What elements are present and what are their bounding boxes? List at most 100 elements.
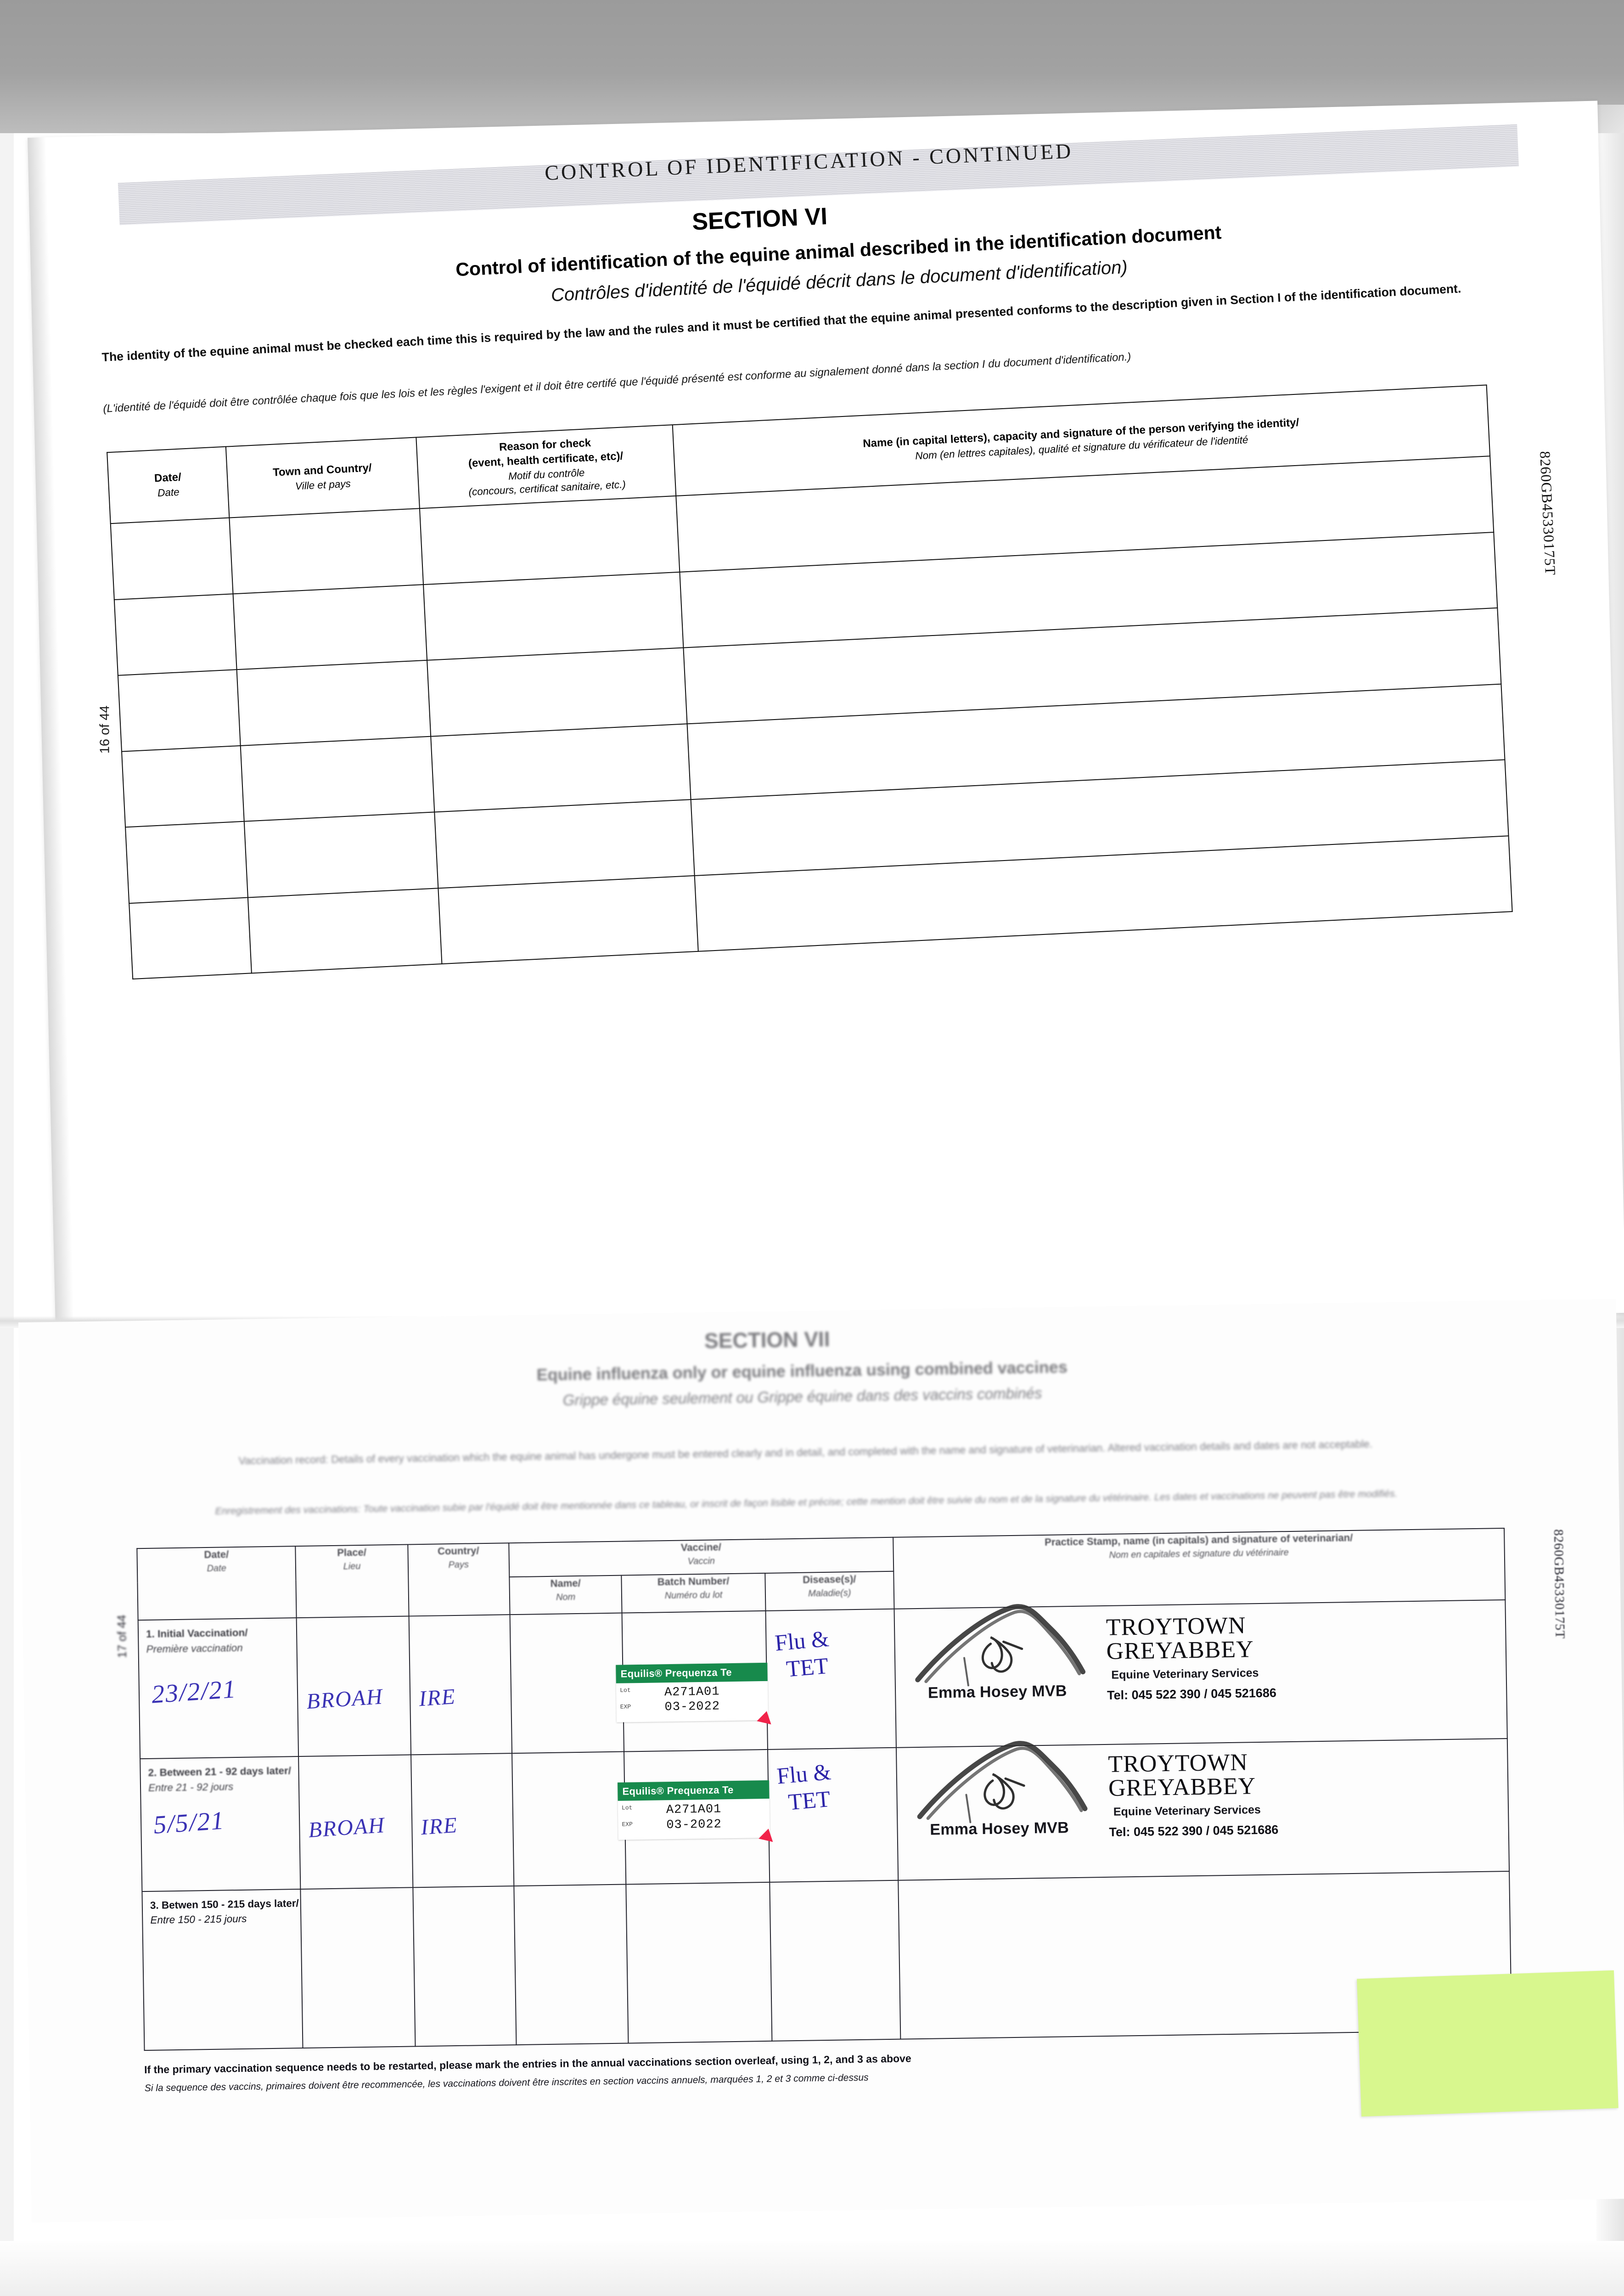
handwritten-disease-2a: Flu & (775, 1759, 832, 1789)
cell-date[interactable] (125, 821, 248, 903)
handwritten-place-1: BROAH (306, 1684, 384, 1714)
cell-town[interactable] (247, 888, 442, 974)
col-header-country: Country/ Pays (407, 1543, 510, 1616)
section-vii-title-en: Equine influenza only or equine influenz… (536, 1357, 1068, 1384)
scan-bottom-margin (0, 2241, 1624, 2296)
col-header-date-fr: Date (207, 1563, 226, 1574)
col-header-place-fr: Lieu (343, 1561, 361, 1572)
col-header-place: Place/ Lieu (295, 1544, 409, 1618)
row-label-3: 3. Betwen 150 - 215 days later/ Entre 15… (142, 1890, 301, 1928)
col-header-vname-fr: Nom (556, 1592, 576, 1603)
cell-country[interactable]: IRE (410, 1753, 514, 1888)
practice-brand-line1-1: TROYTOWN (1106, 1612, 1246, 1641)
cell-batch[interactable]: Equilis® Prequenza Te Lot EXP A271A01 03… (616, 1610, 774, 1752)
table-row[interactable]: 3. Betwen 150 - 215 days later/ Entre 15… (142, 1871, 1512, 2051)
col-header-batch-en: Batch Number/ (657, 1575, 730, 1588)
cell-practice-stamp[interactable]: Emma Hosey MVB TROYTOWN GREYABBEY Equine… (896, 1739, 1510, 1880)
cell-country[interactable] (412, 1885, 517, 2047)
lot-label-2: Lot (621, 1804, 633, 1812)
cell-place[interactable]: BROAH (298, 1755, 413, 1889)
exp-value-2: 03-2022 (666, 1818, 722, 1832)
cell-disease[interactable] (770, 1880, 901, 2041)
section-vii-label: SECTION VII (704, 1327, 830, 1353)
vaccine-sticker-2: Equilis® Prequenza Te Lot EXP A271A01 03… (618, 1780, 776, 1842)
section-vii-title-fr: Grippe équine seulement ou Grippe équine… (562, 1384, 1042, 1409)
passport-id-vertical: 8260GB45330175T (1537, 450, 1559, 576)
cell-date[interactable] (118, 670, 241, 752)
sticky-note[interactable] (1357, 1970, 1618, 2117)
practice-tel-1: Tel: 045 522 390 / 045 521686 (1107, 1686, 1277, 1702)
cell-date[interactable]: 2. Between 21 - 92 days later/ Entre 21 … (140, 1756, 301, 1891)
cell-batch[interactable]: Equilis® Prequenza Te Lot EXP A271A01 03… (618, 1750, 776, 1885)
cell-reason[interactable] (430, 723, 691, 812)
cell-date[interactable] (110, 518, 233, 600)
cell-disease[interactable]: Flu & TET (767, 1748, 899, 1882)
cell-town[interactable] (233, 584, 427, 670)
identification-control-table: Date/ Date Town and Country/ Ville et pa… (107, 384, 1513, 979)
cell-date[interactable]: 3. Betwen 150 - 215 days later/ Entre 15… (142, 1889, 303, 2051)
row-label-2-fr: Entre 21 - 92 jours (148, 1781, 234, 1794)
signature-2 (917, 1741, 1088, 1823)
practice-stamp-2: Emma Hosey MVB TROYTOWN GREYABBEY Equine… (910, 1741, 1279, 1859)
cell-town[interactable] (236, 660, 431, 746)
handwritten-country-2: IRE (420, 1813, 459, 1840)
col-header-place-en: Place/ (337, 1546, 367, 1559)
practice-subtitle-2: Equine Veterinary Services (1113, 1803, 1261, 1819)
cell-reason[interactable] (438, 875, 699, 964)
handwritten-disease-1b: TET (785, 1652, 830, 1682)
cell-town[interactable] (244, 812, 438, 898)
passport-id-vertical-page2: 8260GB45330175T (1551, 1529, 1567, 1639)
handwritten-date-1: 23/2/21 (151, 1675, 237, 1709)
handwritten-disease-2b: TET (787, 1786, 832, 1815)
col-header-batch-fr: Numéro du lot (664, 1590, 723, 1601)
vaccination-note-fr: Enregistrement des vaccinations: Toute v… (215, 1488, 1398, 1517)
vet-name-2: Emma Hosey MVB (930, 1819, 1069, 1839)
col-header-reason: Reason for check (event, health certific… (416, 425, 676, 509)
cell-date[interactable]: 1. Initial Vaccination/ Première vaccina… (138, 1618, 299, 1759)
cell-practice-stamp[interactable]: Emma Hosey MVB TROYTOWN GREYABBEY Equine… (894, 1600, 1507, 1748)
handwritten-place-2: BROAH (308, 1813, 386, 1843)
practice-brand-line2-1: GREYABBEY (1106, 1636, 1254, 1665)
exp-label-1: EXP (620, 1703, 631, 1711)
cell-vaccine-name[interactable] (512, 1751, 626, 1886)
table-row[interactable]: 1. Initial Vaccination/ Première vaccina… (138, 1600, 1507, 1759)
cell-date[interactable] (129, 897, 252, 979)
scan-left-margin (0, 133, 14, 2296)
exp-label-2: EXP (622, 1821, 633, 1828)
cell-date[interactable] (114, 593, 237, 675)
practice-brand-line1-2: TROYTOWN (1107, 1749, 1248, 1778)
row-label-3-fr: Entre 150 - 215 jours (150, 1913, 247, 1926)
cell-town[interactable] (229, 508, 423, 594)
handwritten-country-1: IRE (418, 1684, 457, 1711)
cell-place[interactable] (300, 1887, 416, 2048)
page-gutter-shadow (28, 137, 75, 1350)
vet-name-1: Emma Hosey MVB (927, 1682, 1067, 1702)
col-header-date-en: Date/ (204, 1548, 229, 1561)
col-header-town-country: Town and Country/ Ville et pays (225, 437, 420, 518)
cell-country[interactable]: IRE (409, 1615, 512, 1755)
cell-reason[interactable] (419, 495, 680, 585)
passport-page-16: CONTROL OF IDENTIFICATION - CONTINUED SE… (28, 101, 1624, 1350)
col-header-date: Date/ Date (137, 1546, 297, 1621)
col-header-practice-stamp: Practice Stamp, name (in capitals) and s… (893, 1528, 1506, 1609)
cell-reason[interactable] (427, 647, 687, 737)
col-header-disease-en: Disease(s)/ (803, 1573, 856, 1586)
cell-place[interactable]: BROAH (297, 1616, 411, 1757)
lot-label-1: Lot (620, 1687, 631, 1694)
col-header-batch: Batch Number/ Numéro du lot (621, 1573, 766, 1613)
practice-tel-2: Tel: 045 522 390 / 045 521686 (1109, 1823, 1279, 1840)
cell-town[interactable] (240, 736, 435, 822)
table-row[interactable]: 2. Between 21 - 92 days later/ Entre 21 … (140, 1739, 1510, 1891)
page-number-16: 16 of 44 (97, 705, 112, 754)
cell-date[interactable] (121, 745, 244, 827)
cell-reason[interactable] (434, 799, 695, 888)
cell-vaccine-name[interactable] (514, 1884, 629, 2045)
cell-batch[interactable] (626, 1882, 772, 2043)
row-label-1-en: 1. Initial Vaccination/ (146, 1626, 248, 1640)
row-label-1: 1. Initial Vaccination/ Première vaccina… (139, 1618, 297, 1657)
vaccine-sticker-1: Equilis® Prequenza Te Lot EXP A271A01 03… (616, 1662, 774, 1725)
row-label-1-fr: Première vaccination (146, 1642, 243, 1655)
cell-reason[interactable] (423, 572, 684, 660)
cell-disease[interactable]: Flu & TET (765, 1609, 896, 1750)
cell-vaccine-name[interactable] (510, 1613, 624, 1754)
